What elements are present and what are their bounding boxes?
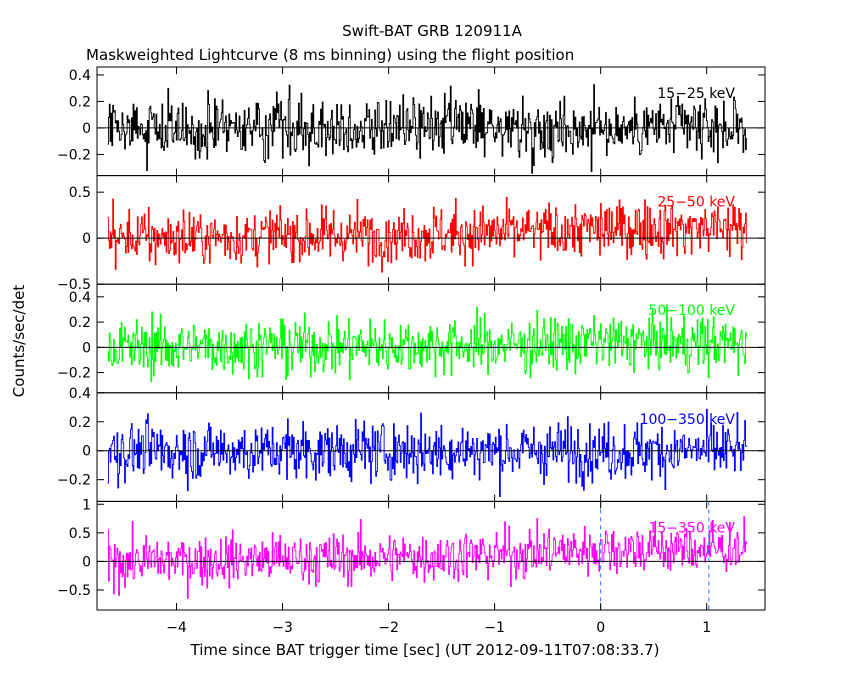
y-tick-label: 0.4 xyxy=(69,386,91,402)
x-tick-label: 0 xyxy=(596,620,605,636)
chart-title: Swift-BAT GRB 120911A xyxy=(342,22,522,40)
y-tick-label: 1 xyxy=(82,497,91,513)
y-tick-label: −0.2 xyxy=(57,473,91,489)
x-tick-label: 1 xyxy=(702,620,711,636)
panel-4: −0.2 0 0.2 0.4 100−350 keV xyxy=(57,386,766,502)
panel-frame xyxy=(96,500,766,611)
x-tick-label: −1 xyxy=(484,620,505,636)
panel-5: −0.5 0 0.5 1 15−350 keV xyxy=(57,497,766,611)
y-tick-label: 0 xyxy=(82,554,91,570)
y-tick-label: −0.5 xyxy=(57,583,91,599)
y-tick-label: 0.2 xyxy=(69,415,91,431)
y-tick-label: 0 xyxy=(82,444,91,460)
x-axis-label: Time since BAT trigger time [sec] (UT 20… xyxy=(190,641,660,659)
energy-band-label: 15−350 keV xyxy=(648,520,735,536)
y-tick-label: 0.2 xyxy=(69,315,91,331)
lightcurve-series xyxy=(107,408,748,498)
panel-1: −0.2 0 0.2 0.4 15−25 keV xyxy=(57,66,766,177)
y-tick-label: 0 xyxy=(82,121,91,137)
lightcurve-series xyxy=(107,84,748,174)
x-tick-label: −4 xyxy=(166,620,187,636)
y-tick-label: 0.2 xyxy=(69,94,91,110)
chart-subtitle: Maskweighted Lightcurve (8 ms binning) u… xyxy=(86,46,574,64)
lightcurve-series xyxy=(107,304,748,383)
panel-frame xyxy=(96,175,766,285)
y-tick-label: −0.5 xyxy=(57,277,91,293)
y-axis-label: Counts/sec/det xyxy=(10,285,28,398)
lightcurve-series xyxy=(107,197,748,273)
panel-2: −0.5 0 0.5 25−50 keV xyxy=(57,175,766,293)
energy-band-label: 25−50 keV xyxy=(657,195,735,211)
y-tick-label: 0 xyxy=(82,340,91,356)
energy-band-label: 50−100 keV xyxy=(648,303,735,319)
y-tick-label: 0 xyxy=(82,231,91,247)
energy-band-label: 15−25 keV xyxy=(657,86,735,102)
energy-band-label: 100−350 keV xyxy=(640,412,736,428)
y-tick-label: 0.5 xyxy=(69,185,91,201)
x-tick-label: −2 xyxy=(378,620,399,636)
y-tick-label: 0.4 xyxy=(69,68,91,84)
y-tick-label: −0.2 xyxy=(57,366,91,382)
panel-3: −0.2 0 0.2 0.4 50−100 keV xyxy=(57,283,766,394)
x-tick-label: −3 xyxy=(272,620,293,636)
y-tick-label: 0.4 xyxy=(69,290,91,306)
panels-group: −0.200.20.415−25 keV−0.500.525−50 keV−0.… xyxy=(57,66,766,636)
y-tick-label: 0.5 xyxy=(69,526,91,542)
y-tick-label: −0.2 xyxy=(57,147,91,163)
